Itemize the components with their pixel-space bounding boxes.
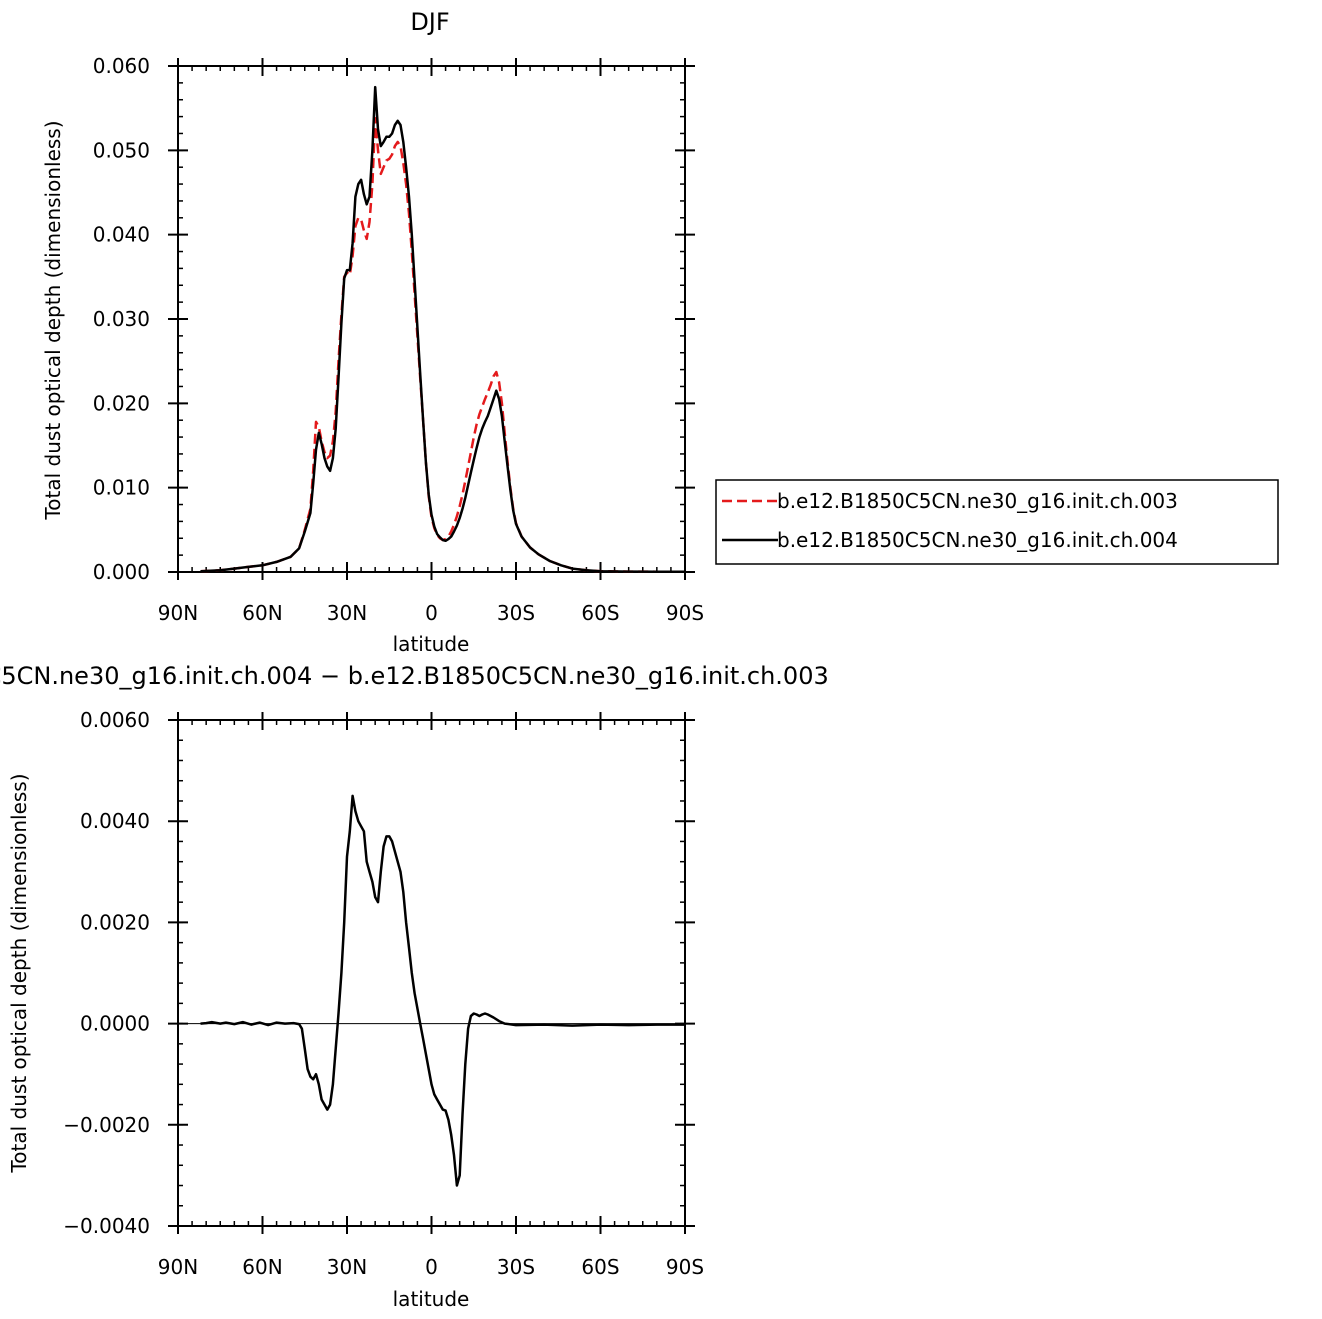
top-plot-frame <box>177 65 686 573</box>
top-x-tick-label: 90N <box>158 601 198 625</box>
top-x-tick-label: 30S <box>497 601 535 625</box>
bottom-y-tick-label: 0.0020 <box>80 910 150 934</box>
bottom-panel: b.e12.B1850C5CN.ne30_g16.init.ch.004 − b… <box>0 662 829 1311</box>
top-y-tick-label: 0.020 <box>93 391 150 415</box>
bottom-y-tick-label: −0.0020 <box>63 1113 150 1137</box>
top-y-axis-label: Total dust optical depth (dimensionless) <box>41 120 65 520</box>
top-y-tick-label: 0.040 <box>93 223 150 247</box>
bottom-x-tick-label: 30N <box>327 1255 367 1279</box>
top-panel: DJF Total dust optical depth (dimensionl… <box>41 8 704 656</box>
legend-box <box>715 479 1279 565</box>
bottom-y-tick-label: 0.0000 <box>80 1012 150 1036</box>
top-chart-title: DJF <box>410 8 449 36</box>
bottom-y-tick-label: 0.0040 <box>80 809 150 833</box>
top-series-line-0 <box>200 117 686 574</box>
top-series-line-1 <box>200 85 686 574</box>
bottom-y-tick-label: 0.0060 <box>80 708 150 732</box>
top-x-tick-label: 0 <box>425 601 438 625</box>
top-x-tick-label: 60S <box>581 601 619 625</box>
bottom-plot-frame <box>177 719 686 1227</box>
top-y-tick-label: 0.010 <box>93 476 150 500</box>
bottom-chart-title: b.e12.B1850C5CN.ne30_g16.init.ch.004 − b… <box>0 662 829 690</box>
top-x-axis-label: latitude <box>393 632 470 656</box>
top-x-tick-label: 90S <box>666 601 704 625</box>
bottom-x-tick-label: 0 <box>425 1255 438 1279</box>
bottom-series-line-0 <box>200 794 685 1187</box>
bottom-x-tick-label: 90S <box>666 1255 704 1279</box>
top-y-tick-label: 0.050 <box>93 138 150 162</box>
bottom-x-tick-label: 90N <box>158 1255 198 1279</box>
bottom-x-tick-label: 30S <box>497 1255 535 1279</box>
bottom-y-axis-label: Total dust optical depth (dimensionless) <box>7 773 31 1173</box>
top-y-tick-label: 0.060 <box>93 54 150 78</box>
legend-label-003: b.e12.B1850C5CN.ne30_g16.init.ch.003 <box>777 489 1178 513</box>
bottom-x-tick-label: 60S <box>581 1255 619 1279</box>
top-x-tick-label: 30N <box>327 601 367 625</box>
bottom-x-axis-label: latitude <box>393 1287 470 1311</box>
top-y-tick-label: 0.030 <box>93 307 150 331</box>
bottom-x-tick-label: 60N <box>242 1255 282 1279</box>
top-y-tick-label: 0.000 <box>93 560 150 584</box>
top-x-tick-label: 60N <box>242 601 282 625</box>
bottom-y-tick-label: −0.0040 <box>63 1214 150 1238</box>
legend-label-004: b.e12.B1850C5CN.ne30_g16.init.ch.004 <box>777 528 1178 552</box>
legend: b.e12.B1850C5CN.ne30_g16.init.ch.003 b.e… <box>715 479 1279 565</box>
